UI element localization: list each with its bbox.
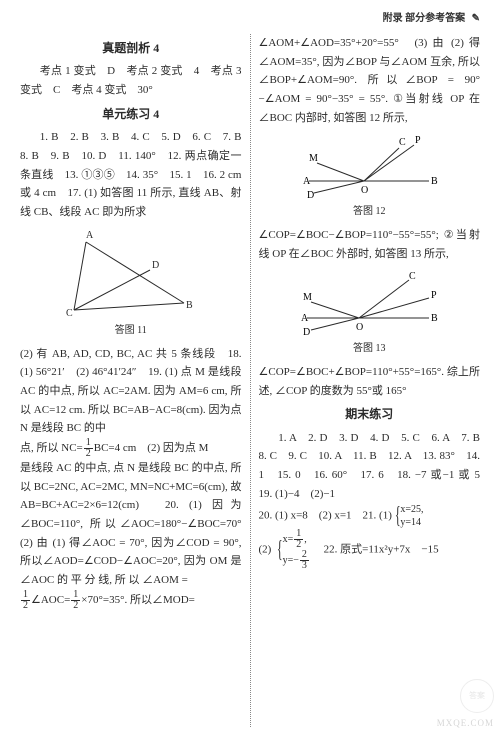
figure-13-caption: 答图 13 [259,340,481,357]
svg-text:P: P [431,290,437,301]
unit4-answers-4: 是线段 AC 的中点, 点 N 是线段 BC 的中点, 所以 BC=2NC, A… [20,459,242,590]
p5-a: 20. (1) x=8 (2) x=1 21. (1) [259,510,392,522]
header-text: 附录 部分参考答案 [383,13,466,24]
system-2: x=12, y=−23 [283,529,310,571]
page-header: 附录 部分参考答案 ✎ [383,10,480,27]
p4-a: 点, 所以 NC= [20,442,83,454]
pencil-icon: ✎ [472,10,480,27]
figure-11: A D B C 答图 11 [20,228,242,339]
left-column: 真题剖析 4 考点 1 变式 D 考点 2 变式 4 考点 3 变式 C 考点 … [14,34,248,727]
figure-12-svg: A B O C P M D [299,133,439,201]
svg-text:B: B [431,313,438,324]
analysis-answers: 考点 1 变式 D 考点 2 变式 4 考点 3 变式 C 考点 4 变式 30… [20,62,242,99]
svg-text:B: B [186,300,193,311]
sys1-row1: x=25, [400,503,423,516]
right-column: ∠AOM+∠AOD=35°+20°=55° (3) 由 (2) 得∠AOM=35… [253,34,487,727]
frac-half-2: 12 [21,590,30,611]
svg-text:M: M [309,153,318,164]
figure-13-svg: A B O C P M D [299,270,439,338]
brace-2: { [277,541,283,560]
section-title-analysis: 真题剖析 4 [20,38,242,58]
svg-text:P: P [415,135,421,146]
unit4-answers-5: 12∠AOC=12×70°=35°. 所以∠MOD= [20,590,242,611]
p6-a: ∠AOC= [31,594,70,606]
unit4-answers-2: (2) 有 AB, AD, CD, BC, AC 共 5 条线段 18. (1)… [20,345,242,438]
frac-2-3: 23 [300,550,309,571]
svg-text:O: O [356,322,363,333]
svg-text:A: A [303,176,311,187]
final-answers-3: (2) { x=12, y=−23 22. 原式=11x²y+7x −15 [259,529,481,571]
figure-12: A B O C P M D 答图 12 [259,133,481,220]
svg-text:B: B [431,176,438,187]
sys1-row2: y=14 [400,516,423,529]
svg-text:A: A [86,230,94,241]
sys2-row1: x=12, [283,529,310,550]
brace-1: { [395,507,401,526]
right-p3: ∠COP=∠BOC+∠BOP=110°+55°=165°. 综上所述, ∠COP… [259,363,481,400]
svg-text:D: D [303,327,310,338]
p4-b: BC=4 cm (2) 因为点 M [94,442,209,454]
right-p1: ∠AOM+∠AOD=35°+20°=55° (3) 由 (2) 得∠AOM=35… [259,34,481,127]
final-answers-1: 1. A 2. D 3. D 4. D 5. C 6. A 7. B 8. C … [259,429,481,504]
svg-text:D: D [307,190,314,201]
svg-text:O: O [361,185,368,196]
section-title-final: 期末练习 [259,404,481,424]
p6-b-r: 22. 原式=11x²y+7x −15 [313,544,439,556]
system-1: x=25,y=14 [400,503,423,529]
svg-text:C: C [399,137,406,148]
watermark-circle: 答案 [460,679,494,713]
svg-text:M: M [303,292,312,303]
svg-text:C: C [409,271,416,282]
svg-text:A: A [301,313,309,324]
p6-b: ×70°=35°. 所以∠MOD= [81,594,195,606]
unit4-answers-1: 1. B 2. B 3. B 4. C 5. D 6. C 7. B 8. B … [20,128,242,221]
right-p2: ∠COP=∠BOC−∠BOP=110°−55°=55°; ②当射线 OP 在∠B… [259,226,481,263]
svg-text:C: C [66,308,73,319]
final-answers-2: 20. (1) x=8 (2) x=1 21. (1){x=25,y=14 [259,503,481,529]
sys2aa: , [304,534,307,545]
page-body: 真题剖析 4 考点 1 变式 D 考点 2 变式 4 考点 3 变式 C 考点 … [0,0,500,737]
figure-13: A B O C P M D 答图 13 [259,270,481,357]
frac-half-3: 12 [71,590,80,611]
frac-half-4: 12 [294,529,303,550]
svg-text:D: D [152,260,159,271]
figure-12-caption: 答图 12 [259,203,481,220]
column-divider [250,34,251,727]
section-title-unit4: 单元练习 4 [20,104,242,124]
sys2a: x= [283,534,294,545]
figure-11-caption: 答图 11 [20,322,242,339]
sys2b: y=− [283,555,299,566]
frac-half-1: 12 [84,438,93,459]
p6-a-r: (2) [259,544,272,556]
unit4-answers-3: 点, 所以 NC=12BC=4 cm (2) 因为点 M [20,438,242,459]
sys2-row2: y=−23 [283,550,310,571]
figure-11-svg: A D B C [66,228,196,320]
watermark-text: MXQE.COM [437,716,494,731]
